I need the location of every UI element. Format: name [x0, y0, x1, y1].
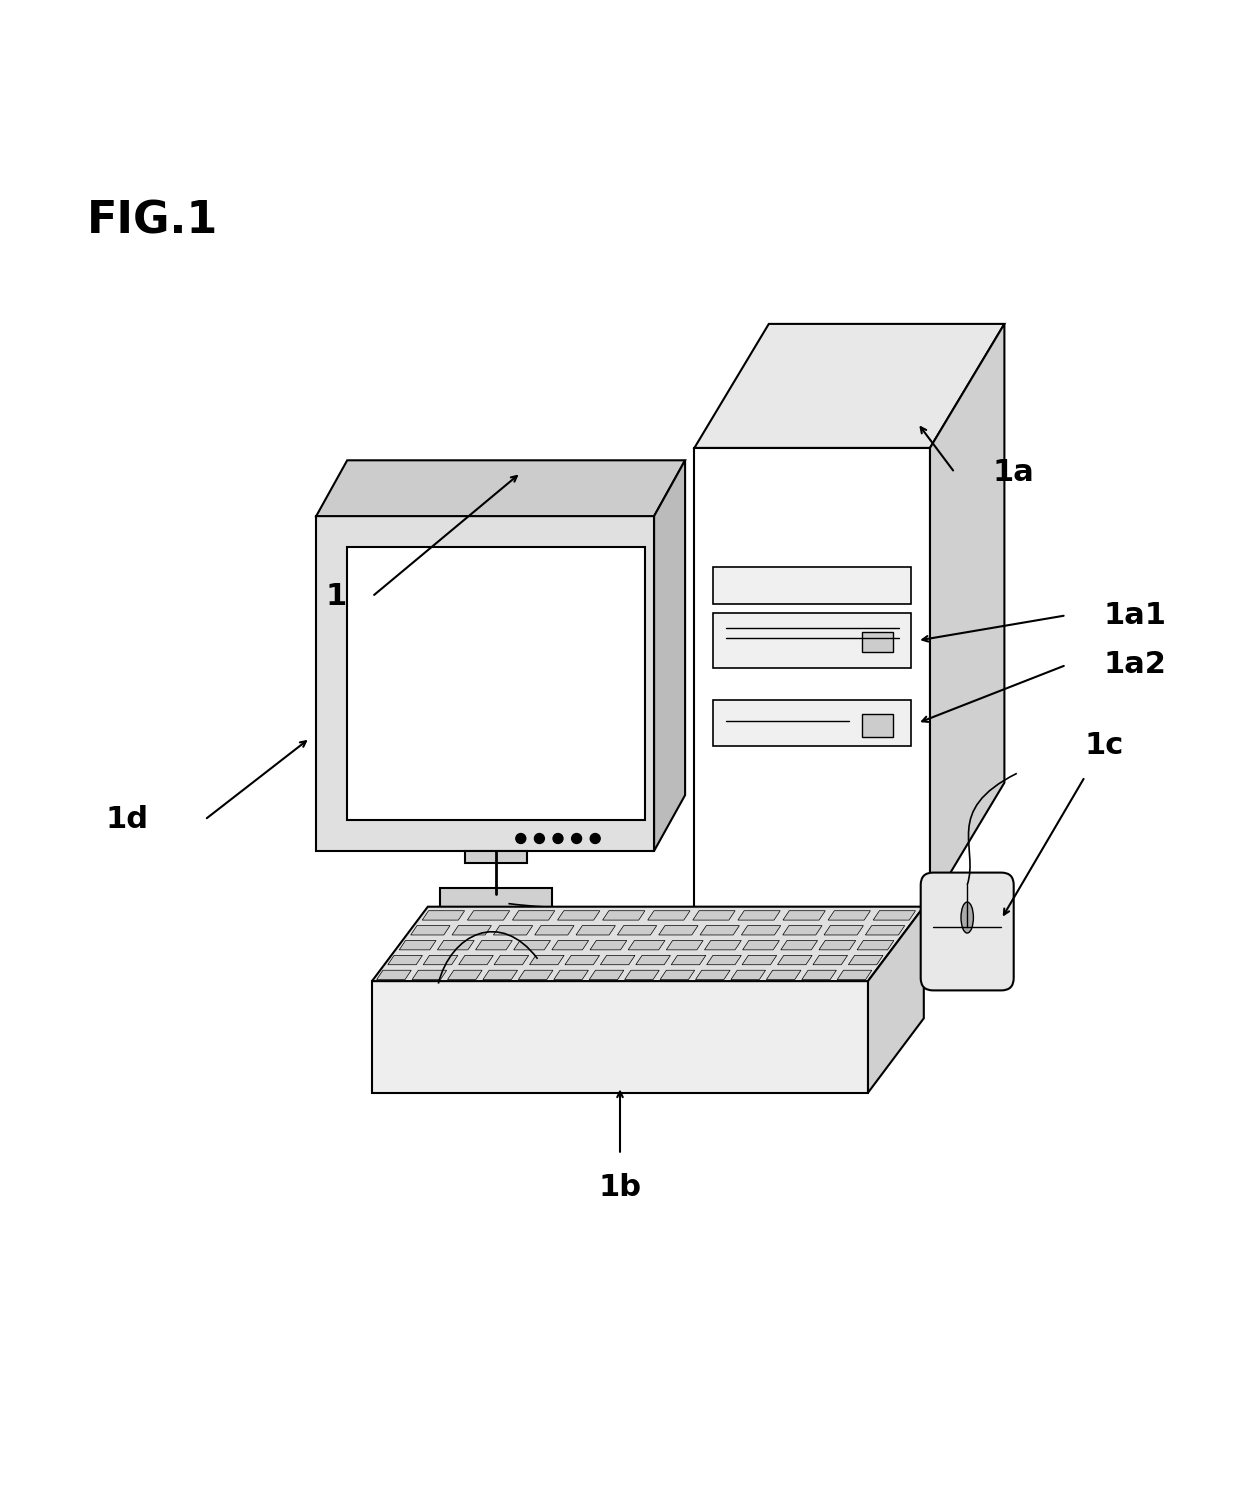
- Polygon shape: [577, 926, 615, 935]
- Polygon shape: [658, 926, 698, 935]
- Polygon shape: [440, 889, 552, 918]
- Polygon shape: [655, 461, 684, 851]
- Polygon shape: [743, 941, 780, 950]
- Polygon shape: [671, 956, 706, 965]
- Text: 1a2: 1a2: [1104, 650, 1167, 680]
- Polygon shape: [738, 911, 780, 920]
- Polygon shape: [766, 971, 801, 980]
- Polygon shape: [625, 971, 660, 980]
- Circle shape: [553, 833, 563, 844]
- Polygon shape: [660, 971, 694, 980]
- Polygon shape: [410, 926, 450, 935]
- Polygon shape: [873, 911, 915, 920]
- Polygon shape: [713, 701, 911, 746]
- Polygon shape: [482, 971, 517, 980]
- Polygon shape: [696, 971, 730, 980]
- Polygon shape: [742, 926, 781, 935]
- Polygon shape: [782, 911, 826, 920]
- Text: 1d: 1d: [105, 805, 149, 835]
- Polygon shape: [713, 613, 911, 668]
- Polygon shape: [423, 911, 465, 920]
- Circle shape: [590, 833, 600, 844]
- Circle shape: [534, 833, 544, 844]
- Polygon shape: [693, 911, 735, 920]
- FancyBboxPatch shape: [920, 872, 1014, 990]
- Polygon shape: [730, 971, 765, 980]
- Polygon shape: [372, 981, 868, 1093]
- Circle shape: [516, 833, 526, 844]
- Polygon shape: [467, 911, 510, 920]
- Polygon shape: [666, 941, 703, 950]
- Polygon shape: [512, 911, 554, 920]
- Polygon shape: [825, 926, 863, 935]
- Text: 1: 1: [326, 581, 347, 611]
- Text: FIG.1: FIG.1: [87, 200, 218, 243]
- Polygon shape: [930, 324, 1004, 907]
- Polygon shape: [857, 941, 894, 950]
- Polygon shape: [600, 956, 635, 965]
- Polygon shape: [862, 632, 893, 652]
- Polygon shape: [781, 941, 817, 950]
- Polygon shape: [777, 956, 812, 965]
- Polygon shape: [534, 926, 574, 935]
- Polygon shape: [494, 956, 528, 965]
- Polygon shape: [868, 907, 924, 1093]
- Text: 1c: 1c: [1085, 732, 1125, 760]
- Polygon shape: [618, 926, 657, 935]
- Polygon shape: [513, 941, 551, 950]
- Text: 1a1: 1a1: [1104, 601, 1167, 629]
- Polygon shape: [423, 956, 458, 965]
- Polygon shape: [848, 956, 883, 965]
- Polygon shape: [377, 971, 412, 980]
- Polygon shape: [412, 971, 446, 980]
- Polygon shape: [388, 956, 423, 965]
- Polygon shape: [347, 547, 645, 820]
- Polygon shape: [372, 907, 924, 981]
- Polygon shape: [713, 567, 911, 604]
- Ellipse shape: [961, 902, 973, 933]
- Polygon shape: [558, 911, 600, 920]
- Polygon shape: [438, 941, 474, 950]
- Polygon shape: [782, 926, 822, 935]
- Polygon shape: [589, 971, 624, 980]
- Polygon shape: [837, 971, 872, 980]
- Polygon shape: [465, 851, 527, 863]
- Polygon shape: [862, 714, 893, 737]
- Polygon shape: [742, 956, 776, 965]
- Polygon shape: [590, 941, 626, 950]
- Polygon shape: [701, 926, 739, 935]
- Polygon shape: [636, 956, 671, 965]
- Polygon shape: [802, 971, 837, 980]
- Polygon shape: [647, 911, 689, 920]
- Polygon shape: [316, 461, 684, 516]
- Polygon shape: [828, 911, 870, 920]
- Polygon shape: [459, 956, 494, 965]
- Polygon shape: [316, 516, 655, 851]
- Polygon shape: [552, 941, 589, 950]
- Polygon shape: [707, 956, 742, 965]
- Polygon shape: [518, 971, 553, 980]
- Polygon shape: [476, 941, 512, 950]
- Polygon shape: [694, 324, 1004, 447]
- Polygon shape: [554, 971, 589, 980]
- Polygon shape: [399, 941, 436, 950]
- Polygon shape: [813, 956, 848, 965]
- Polygon shape: [866, 926, 905, 935]
- Polygon shape: [494, 926, 533, 935]
- Polygon shape: [453, 926, 491, 935]
- Polygon shape: [565, 956, 600, 965]
- Polygon shape: [818, 941, 856, 950]
- Text: 1b: 1b: [599, 1173, 641, 1202]
- Polygon shape: [704, 941, 742, 950]
- Polygon shape: [448, 971, 482, 980]
- Circle shape: [572, 833, 582, 844]
- Polygon shape: [603, 911, 645, 920]
- Polygon shape: [629, 941, 665, 950]
- Polygon shape: [694, 447, 930, 907]
- Text: 1a: 1a: [992, 458, 1034, 488]
- Polygon shape: [529, 956, 564, 965]
